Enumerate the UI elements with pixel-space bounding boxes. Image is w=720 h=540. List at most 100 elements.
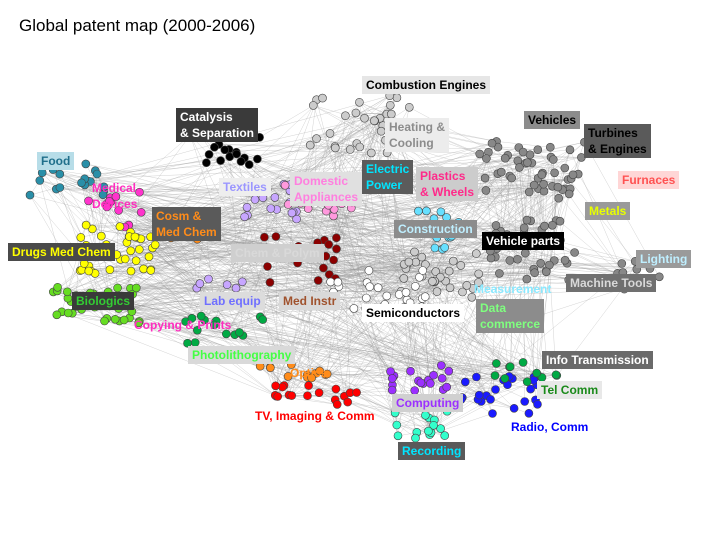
network-node xyxy=(421,410,430,420)
network-edge xyxy=(519,167,565,169)
network-node xyxy=(63,287,72,297)
network-node xyxy=(520,248,530,258)
network-edge xyxy=(224,149,372,154)
network-edge xyxy=(129,301,531,390)
network-edge xyxy=(405,233,496,269)
network-node xyxy=(35,176,45,185)
network-node xyxy=(493,142,503,152)
label-construction: Construction xyxy=(394,220,477,238)
network-edge xyxy=(284,185,510,368)
network-node xyxy=(417,252,427,262)
network-edge xyxy=(218,144,538,150)
label-copying-prints: Copying & Prints xyxy=(134,318,232,332)
network-node xyxy=(202,158,211,167)
network-node xyxy=(81,220,91,230)
network-edge xyxy=(130,192,140,272)
network-edge xyxy=(486,158,528,221)
network-edge xyxy=(106,135,191,208)
network-node xyxy=(283,372,293,381)
network-node xyxy=(105,265,115,275)
network-node xyxy=(210,142,219,152)
network-edge xyxy=(148,191,530,257)
network-node xyxy=(193,325,202,335)
network-node xyxy=(318,93,327,103)
network-node xyxy=(382,291,392,301)
network-node xyxy=(474,269,484,279)
network-node xyxy=(474,278,483,287)
network-node xyxy=(232,149,241,159)
network-node xyxy=(92,169,102,179)
network-node xyxy=(235,328,244,337)
network-node xyxy=(474,390,484,400)
network-node xyxy=(146,266,156,275)
network-node xyxy=(265,278,275,287)
label-metals: Metals xyxy=(585,202,631,220)
network-edge xyxy=(574,252,636,262)
network-node xyxy=(287,391,297,400)
label-data-commerce: Data commerce xyxy=(476,299,545,333)
network-edge xyxy=(396,424,445,436)
network-edge xyxy=(61,311,278,397)
network-node xyxy=(401,288,411,297)
network-node xyxy=(490,371,500,380)
network-edge xyxy=(276,211,442,397)
network-node xyxy=(216,156,225,165)
network-edge xyxy=(205,232,525,302)
network-edge xyxy=(291,364,338,405)
network-node xyxy=(462,281,472,290)
network-node xyxy=(491,221,501,230)
network-node xyxy=(238,277,247,287)
network-node xyxy=(393,431,403,441)
network-edge xyxy=(316,99,397,426)
label-optics: Optics xyxy=(290,366,328,380)
network-edge xyxy=(259,105,314,138)
network-edge xyxy=(291,395,338,405)
network-node xyxy=(376,126,386,136)
network-node xyxy=(422,206,431,216)
network-node xyxy=(467,292,477,302)
network-node xyxy=(77,178,86,188)
network-edge xyxy=(81,269,537,374)
network-edge xyxy=(123,209,277,321)
network-edge xyxy=(392,264,550,379)
network-node xyxy=(539,179,548,189)
map-title: Global patent map (2000-2006) xyxy=(19,16,256,35)
network-node xyxy=(135,245,144,254)
network-edge xyxy=(423,287,451,384)
network-node xyxy=(387,374,397,383)
network-node xyxy=(522,215,532,225)
network-node xyxy=(135,187,144,197)
network-node xyxy=(315,366,325,376)
network-edge xyxy=(333,215,379,288)
network-node xyxy=(522,377,532,387)
network-node xyxy=(307,373,316,383)
network-node xyxy=(429,420,438,430)
label-catalysis-separation: Catalysis & Separation xyxy=(176,108,259,142)
network-node xyxy=(325,129,335,138)
network-node xyxy=(365,282,375,292)
network-node xyxy=(399,274,409,283)
network-node xyxy=(418,266,428,275)
network-node xyxy=(532,368,542,378)
network-edge xyxy=(107,249,140,293)
network-node xyxy=(204,274,213,284)
network-node xyxy=(431,267,441,276)
network-node xyxy=(519,223,529,233)
network-node xyxy=(518,147,528,157)
network-node xyxy=(520,397,530,406)
network-node xyxy=(523,158,532,167)
network-node xyxy=(271,381,280,391)
network-node xyxy=(536,258,546,268)
network-edge xyxy=(159,235,209,280)
network-edge xyxy=(88,270,205,321)
network-node xyxy=(436,207,446,217)
network-edge xyxy=(347,401,426,416)
network-node xyxy=(330,143,340,153)
network-node xyxy=(349,304,359,313)
network-node xyxy=(312,134,321,143)
network-node xyxy=(263,262,272,271)
network-node xyxy=(496,167,506,177)
label-furnaces: Furnaces xyxy=(618,171,680,189)
network-node xyxy=(287,208,297,218)
network-node xyxy=(366,148,376,158)
